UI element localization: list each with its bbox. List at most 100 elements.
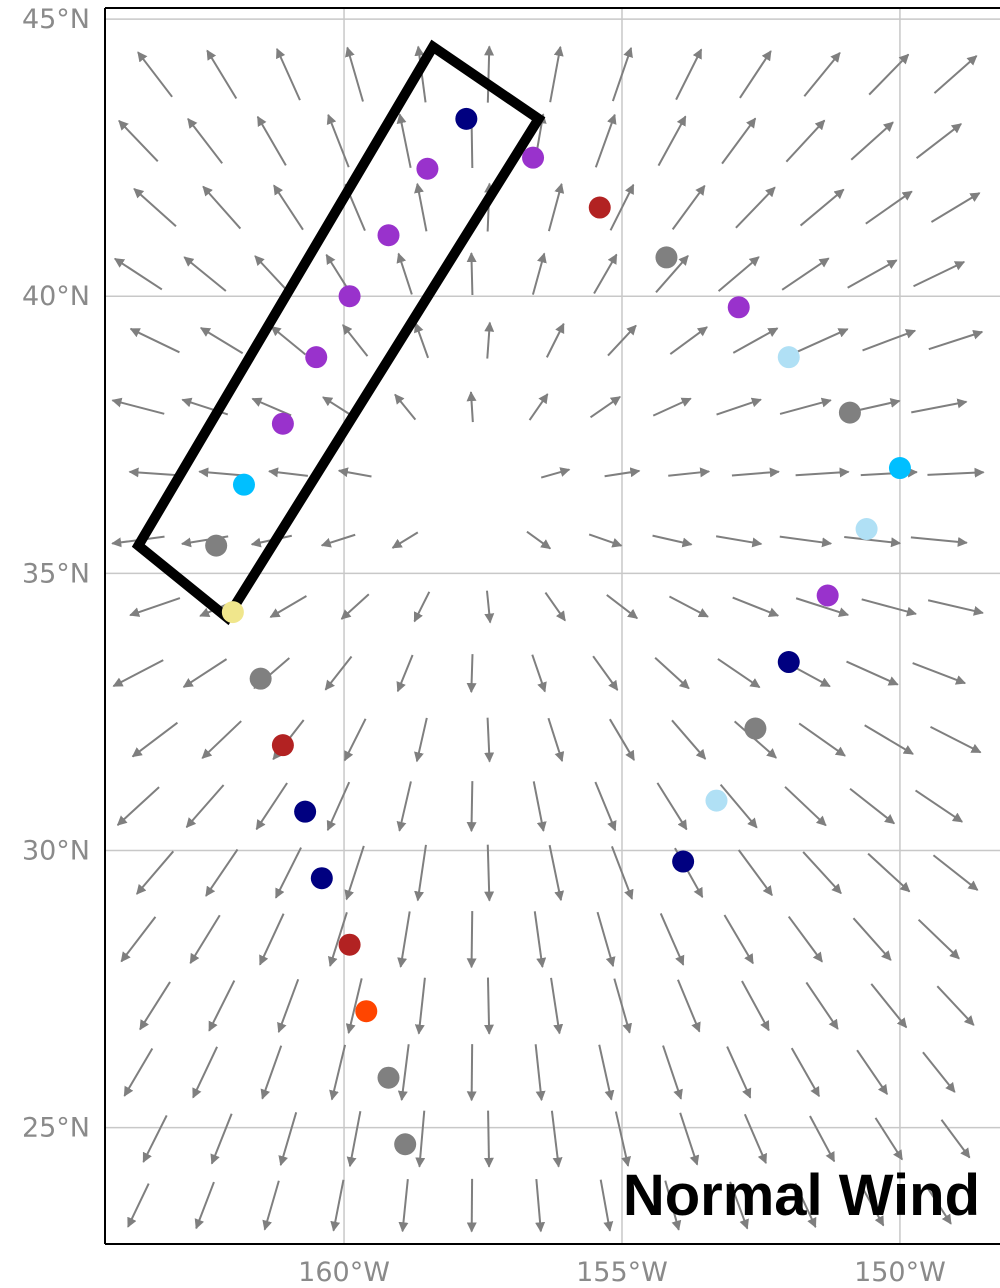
- wind-arrow: [483, 977, 494, 1035]
- wind-arrow: [484, 844, 495, 902]
- plot-background: [105, 8, 1000, 1244]
- wind-arrow: [861, 598, 917, 617]
- observation-dot: [394, 1133, 417, 1156]
- wind-arrow: [795, 467, 850, 478]
- wind-arrow: [192, 1046, 218, 1099]
- wind-arrow: [205, 848, 239, 897]
- observation-dot: [777, 651, 800, 674]
- wind-arrow: [483, 1110, 494, 1168]
- lat-tick-label: 40°N: [22, 281, 90, 312]
- wind-arrow: [344, 845, 365, 901]
- wind-arrow: [251, 397, 292, 417]
- wind-arrow: [867, 852, 911, 893]
- wind-arrow: [466, 654, 477, 694]
- wind-arrow: [129, 327, 180, 354]
- wind-arrow: [466, 911, 477, 969]
- wind-arrow: [652, 397, 692, 417]
- observation-dot: [777, 346, 800, 369]
- wind-arrow: [256, 115, 287, 166]
- wind-arrow: [345, 978, 363, 1034]
- wind-arrow: [668, 467, 711, 478]
- wind-arrow: [112, 659, 164, 688]
- wind-arrow: [484, 717, 495, 763]
- wind-arrow: [719, 783, 758, 829]
- wind-arrow: [396, 252, 413, 295]
- wind-arrow: [662, 1045, 683, 1100]
- wind-arrow: [930, 725, 982, 754]
- wind-arrow: [276, 47, 301, 101]
- wind-arrow: [599, 1179, 614, 1232]
- wind-arrow: [259, 913, 285, 966]
- wind-arrow: [128, 467, 181, 478]
- wind-arrow: [779, 535, 833, 548]
- wind-arrow: [274, 847, 302, 899]
- wind-arrow: [847, 259, 898, 289]
- observation-dot: [744, 717, 767, 740]
- wind-arrow: [194, 1181, 215, 1230]
- wind-arrow: [737, 849, 773, 897]
- wind-arrow: [927, 467, 985, 478]
- wind-arrow: [732, 596, 780, 617]
- wind-arrow: [874, 1117, 903, 1161]
- wind-arrow: [550, 1110, 563, 1168]
- wind-arrow: [588, 533, 623, 548]
- wind-arrow: [669, 326, 708, 355]
- wind-arrow: [914, 789, 963, 823]
- wind-arrow: [113, 257, 163, 291]
- wind-arrow: [329, 1044, 347, 1101]
- wind-arrow: [337, 467, 372, 478]
- wind-arrow: [345, 46, 364, 102]
- wind-arrow: [787, 915, 823, 963]
- wind-arrow: [326, 113, 350, 168]
- observation-dot: [355, 1000, 378, 1023]
- wind-arrow: [466, 252, 477, 296]
- observation-dot: [727, 296, 750, 319]
- wind-arrow: [927, 599, 984, 616]
- wind-arrow: [330, 1179, 345, 1232]
- wind-arrow: [414, 182, 428, 232]
- wind-arrow: [532, 781, 547, 832]
- wind-arrow: [657, 115, 687, 167]
- wind-arrow: [911, 398, 968, 414]
- wind-arrow: [137, 51, 173, 98]
- wind-arrow: [798, 722, 846, 757]
- wind-arrow: [915, 123, 962, 159]
- wind-arrow: [202, 185, 242, 230]
- wind-arrow: [717, 256, 760, 292]
- wind-arrow: [741, 980, 770, 1032]
- observation-dot: [271, 412, 294, 435]
- wind-arrow: [779, 397, 832, 415]
- lon-tick-label: 150°W: [854, 1257, 946, 1288]
- wind-arrow: [133, 188, 177, 228]
- wind-arrow: [795, 597, 850, 617]
- wind-arrow: [844, 535, 902, 548]
- observation-dot: [338, 285, 361, 308]
- wind-arrow: [671, 184, 706, 230]
- observation-dot: [655, 246, 678, 269]
- wind-arrow: [610, 846, 634, 900]
- observation-dot: [455, 107, 478, 130]
- wind-arrow: [484, 590, 495, 624]
- wind-arrow: [547, 182, 565, 232]
- latitude-labels: 45°N 40°N 35°N 30°N 25°N: [22, 4, 90, 1144]
- wind-arrow: [604, 467, 641, 478]
- wind-arrow: [535, 1178, 546, 1233]
- wind-arrow: [609, 183, 635, 231]
- wind-arrow: [136, 850, 175, 895]
- wind-arrow: [343, 718, 367, 762]
- wind-arrow: [928, 329, 984, 351]
- wind-arrow: [613, 978, 633, 1034]
- wind-arrow: [859, 1184, 885, 1227]
- observation-dot: [271, 734, 294, 757]
- observation-dot: [888, 457, 911, 480]
- wind-arrow: [123, 1047, 154, 1097]
- wind-arrow: [547, 717, 565, 763]
- wind-arrow: [870, 983, 908, 1029]
- wind-arrow: [805, 981, 839, 1030]
- observation-dot: [221, 601, 244, 624]
- wind-arrow: [189, 914, 221, 964]
- wind-arrow: [729, 1181, 749, 1230]
- wind-arrow: [273, 184, 304, 231]
- wind-arrow: [396, 781, 412, 832]
- wind-arrow: [545, 322, 565, 358]
